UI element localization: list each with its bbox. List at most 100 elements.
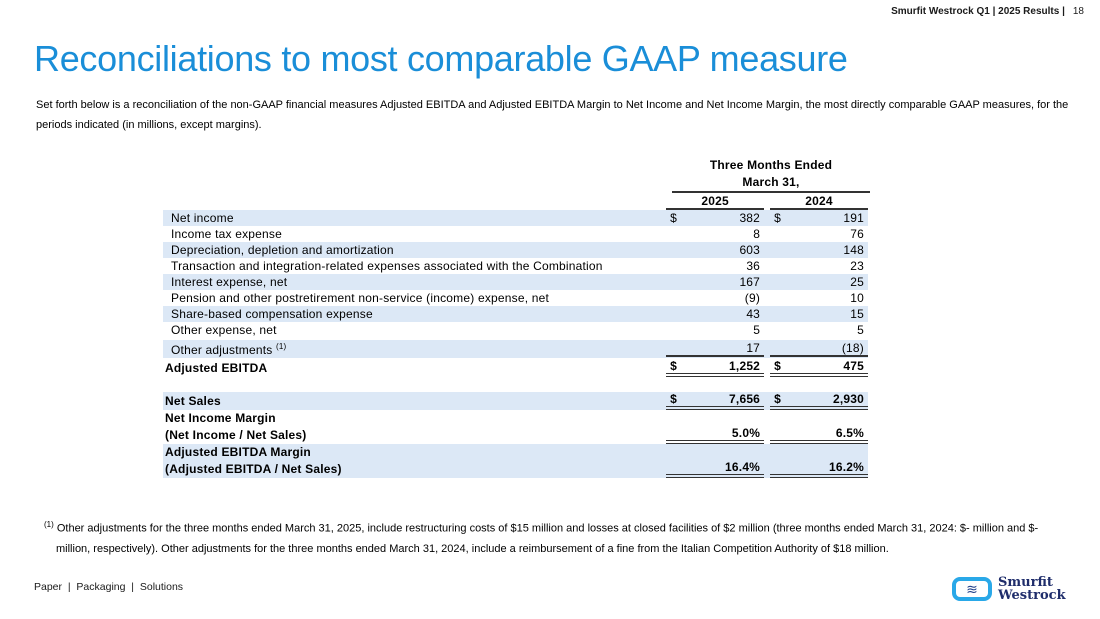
value: 5 (753, 323, 761, 337)
table-header-row: Three Months Ended March 31, (163, 157, 870, 193)
row-label: Other adjustments (1) (163, 342, 662, 357)
value: 16.4% (725, 460, 761, 474)
currency-symbol: $ (670, 211, 678, 225)
value-cell-2024: $475 (770, 359, 868, 377)
value-cell-2025: 8 (666, 227, 764, 241)
value-cell-2024: 148 (770, 243, 868, 257)
table-row: Net Sales $7,656 $2,930 (163, 392, 868, 410)
row-label: Interest expense, net (163, 275, 662, 289)
value: 603 (739, 243, 761, 257)
value: 17 (746, 341, 761, 355)
value: 167 (739, 275, 761, 289)
row-label-text: Depreciation, depletion and amortization (171, 243, 394, 257)
value: 23 (850, 259, 864, 273)
table-row: Income tax expense 8 76 (163, 226, 868, 242)
page-number: 18 (1072, 6, 1084, 17)
value: (18) (841, 341, 864, 355)
row-label: Net Income Margin (Net Income / Net Sales… (163, 410, 662, 444)
value: 382 (739, 211, 761, 225)
logo-line1: Smurfit (998, 575, 1053, 590)
row-label: Net Sales (163, 394, 662, 408)
year-2024: 2024 (770, 194, 868, 210)
table-row: Pension and other postretirement non-ser… (163, 290, 868, 306)
value-cell-2025: 16.4% (666, 460, 765, 478)
value: 5.0% (731, 426, 761, 440)
row-label-text: Other expense, net (171, 323, 277, 337)
table-row: Interest expense, net 167 25 (163, 274, 868, 290)
row-label-text: Transaction and integration-related expe… (171, 259, 603, 273)
row-label-text: Other adjustments (171, 342, 273, 357)
value: 36 (746, 259, 761, 273)
value: 8 (753, 227, 761, 241)
year-header-row: 2025 2024 (163, 192, 868, 210)
value-cell-2025: 167 (666, 275, 764, 289)
row-label-text: Income tax expense (171, 227, 282, 241)
table-row: Transaction and integration-related expe… (163, 258, 868, 274)
value-cell-2025: 36 (666, 259, 764, 273)
row-label: Pension and other postretirement non-ser… (163, 291, 662, 305)
value: 6.5% (835, 426, 864, 440)
row-label: Transaction and integration-related expe… (163, 259, 662, 273)
row-label-text: Adjusted EBITDA (165, 361, 268, 375)
value: 16.2% (828, 460, 864, 474)
row-label: Depreciation, depletion and amortization (163, 243, 662, 257)
row-label: Other expense, net (163, 323, 662, 337)
row-label: Share-based compensation expense (163, 307, 662, 321)
value-cell-2024: (18) (770, 341, 868, 357)
currency-symbol: $ (670, 359, 677, 373)
intro-text: Set forth below is a reconciliation of t… (36, 99, 1069, 131)
value-cell-2024: $191 (770, 211, 868, 225)
value-cell-2025: $7,656 (666, 392, 765, 410)
footnote-text: Other adjustments for the three months e… (53, 522, 1039, 555)
value-cell-2025: $1,252 (666, 359, 765, 377)
value: 7,656 (729, 392, 761, 406)
footnote-marker: (1) (44, 520, 54, 529)
currency-symbol: $ (670, 392, 677, 406)
page-header: Smurfit Westrock Q1 | 2025 Results | 18 (891, 6, 1084, 17)
table-row: Adjusted EBITDA $1,252 $475 (163, 358, 868, 378)
smurfit-westrock-logo: ≋ Smurfit Westrock (952, 576, 1066, 602)
year-2025: 2025 (666, 194, 765, 210)
table-row: Share-based compensation expense 43 15 (163, 306, 868, 322)
table-row: Depreciation, depletion and amortization… (163, 242, 868, 258)
value: 2,930 (832, 392, 864, 406)
value-cell-2024: 5 (770, 323, 868, 337)
currency-symbol: $ (774, 359, 781, 373)
period-header: Three Months Ended March 31, (672, 157, 870, 193)
row-label-text: Share-based compensation expense (171, 307, 373, 321)
row-label-text: Interest expense, net (171, 275, 288, 289)
value: 1,252 (729, 359, 761, 373)
value: 475 (843, 359, 864, 373)
logo-mark-icon: ≋ (952, 577, 992, 601)
row-label-text: Net Income Margin (165, 411, 276, 425)
value-cell-2024: 76 (770, 227, 868, 241)
value-cell-2025: 5 (666, 323, 764, 337)
value-cell-2025: 17 (666, 341, 765, 357)
value-cell-2024: 25 (770, 275, 868, 289)
value-cell-2024: 16.2% (770, 460, 868, 478)
value-cell-2024: 10 (770, 291, 868, 305)
page-title: Reconciliations to most comparable GAAP … (34, 38, 848, 79)
currency-symbol: $ (774, 211, 781, 225)
value: 15 (850, 307, 864, 321)
value-cell-2024: 6.5% (770, 426, 868, 444)
value-cell-2025: 5.0% (666, 426, 765, 444)
row-label: Net income (163, 211, 662, 225)
value: 10 (850, 291, 864, 305)
row-label: Adjusted EBITDA Margin (Adjusted EBITDA /… (163, 444, 662, 478)
value: 191 (843, 211, 864, 225)
value-cell-2025: $382 (666, 211, 764, 225)
value: 43 (746, 307, 761, 321)
value-cell-2025: 603 (666, 243, 764, 257)
value-cell-2024: $2,930 (770, 392, 868, 410)
table-row: Other expense, net 5 5 (163, 322, 868, 338)
value-cell-2024: 15 (770, 307, 868, 321)
row-label: Income tax expense (163, 227, 662, 241)
row-label-text: Adjusted EBITDA Margin (165, 445, 311, 459)
row-label-sub: (Net Income / Net Sales) (165, 428, 307, 442)
period-header-line2: March 31, (742, 175, 800, 189)
table-row: Other adjustments (1) 17 (18) (163, 340, 868, 358)
currency-symbol: $ (774, 392, 781, 406)
row-label-text: Pension and other postretirement non-ser… (171, 291, 550, 305)
reconciliation-table: Three Months Ended March 31, 2025 2024 Ne… (163, 157, 870, 478)
